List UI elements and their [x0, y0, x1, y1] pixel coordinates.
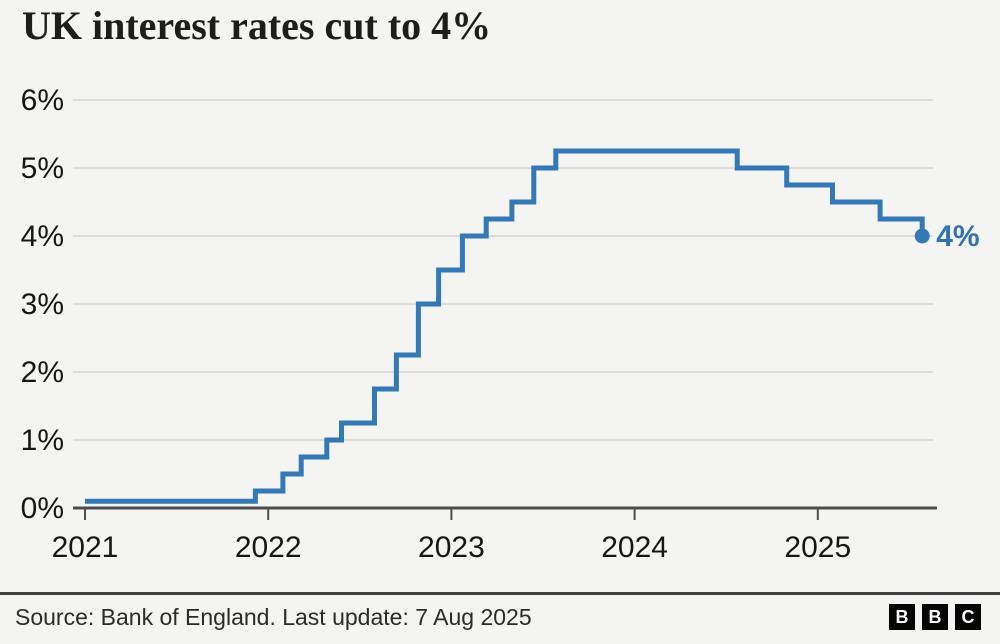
y-axis-label: 6% — [21, 84, 64, 117]
bbc-logo-square: B — [922, 604, 948, 630]
y-axis-label: 5% — [21, 152, 64, 185]
y-axis-label: 2% — [21, 356, 64, 389]
chart-title: UK interest rates cut to 4% — [22, 3, 492, 48]
rate-step-line — [85, 148, 925, 504]
bbc-logo: B B C — [889, 604, 981, 630]
source-attribution: Source: Bank of England. Last update: 7 … — [15, 604, 532, 630]
y-axis-label: 3% — [21, 288, 64, 321]
x-axis-label: 2022 — [235, 531, 302, 564]
footer-divider — [0, 592, 1000, 595]
y-axis-label: 4% — [21, 220, 64, 253]
y-axis-label: 0% — [21, 492, 64, 525]
x-axis-label: 2021 — [52, 531, 119, 564]
x-axis-label: 2023 — [418, 531, 485, 564]
x-axis-label: 2025 — [784, 531, 851, 564]
bbc-logo-square: B — [889, 604, 915, 630]
end-point-label: 4% — [936, 220, 979, 253]
bbc-logo-square: C — [955, 604, 981, 630]
end-point-marker — [914, 228, 930, 244]
x-axis-label: 2024 — [601, 531, 668, 564]
y-axis-label: 1% — [21, 424, 64, 457]
